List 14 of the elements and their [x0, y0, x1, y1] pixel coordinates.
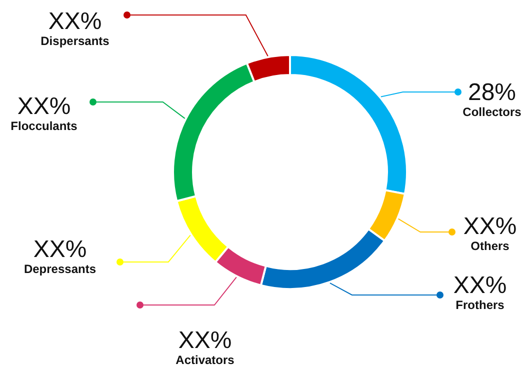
data-label: XX% [33, 236, 87, 263]
slice-label: Others [470, 239, 510, 253]
data-label: 28% [468, 79, 516, 106]
slice-label: Flocculants [10, 119, 78, 133]
data-label: XX% [463, 213, 517, 240]
data-label: XX% [453, 272, 507, 299]
data-label: XX% [48, 8, 102, 35]
data-label: XX% [17, 93, 71, 120]
legend-label: Depressants [24, 262, 96, 276]
slice-label: Collectors [462, 105, 522, 119]
data-label: XX% [178, 327, 232, 354]
slice-label: Activators [176, 353, 235, 367]
slice-label: Dispersants [40, 34, 110, 48]
slice-label: Frothers [456, 298, 505, 312]
